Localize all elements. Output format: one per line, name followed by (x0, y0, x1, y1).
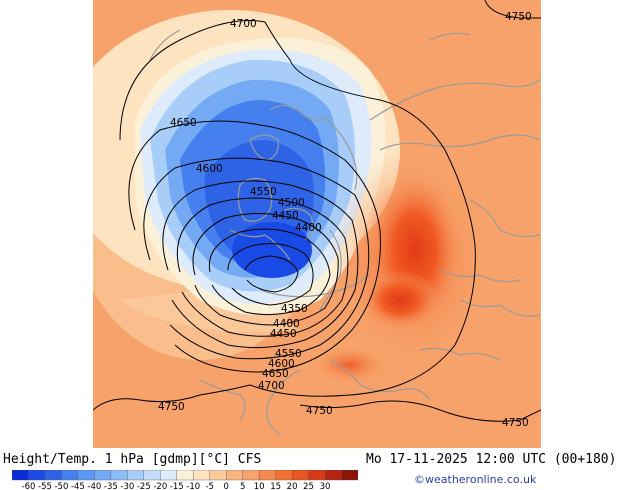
legend-swatch (28, 470, 46, 481)
legend-swatch (209, 470, 227, 481)
legend-swatches (12, 470, 358, 481)
contour-label-4500-c: 4500 (278, 197, 305, 209)
weather-map: 4750 4700 4650 4600 4550 4500 4450 4400 … (93, 0, 541, 448)
contour-label-4650-s: 4650 (262, 368, 289, 380)
legend-tick-label: -45 (71, 482, 85, 490)
legend-swatch (341, 470, 358, 481)
legend-tick-label: -15 (170, 482, 184, 490)
legend-swatch (44, 470, 63, 481)
legend-swatch (143, 470, 161, 481)
legend-tick-label: -30 (120, 482, 134, 490)
contour-label-4400-s: 4400 (273, 318, 300, 330)
coastlines (149, 29, 541, 436)
contour-label-4700-s: 4700 (258, 380, 285, 392)
legend-tick-label: -35 (104, 482, 118, 490)
legend-swatch (94, 470, 112, 481)
legend-swatch (12, 470, 30, 481)
contour-label-4450-c: 4450 (272, 210, 299, 222)
legend-swatch (275, 470, 293, 481)
legend-tick-label: -5 (205, 482, 213, 490)
legend-tick-label: 25 (303, 482, 314, 490)
height-contours (93, 0, 541, 422)
map-footer: Height/Temp. 1 hPa [gdmp][°C] CFS Mo 17-… (0, 448, 634, 490)
legend-tick-label: 0 (223, 482, 228, 490)
contour-labels: 4750 4700 4650 4600 4550 4500 4450 4400 … (158, 11, 532, 429)
legend-swatch (127, 470, 145, 481)
legend-tick-label: 30 (320, 482, 331, 490)
legend-tick-label: 15 (270, 482, 281, 490)
legend-swatch (258, 470, 277, 481)
legend-swatch (242, 470, 260, 481)
legend-tick-label: -60 (22, 482, 36, 490)
legend-labels: -60 -55 -50 -45 -40 -35 -30 -25 -20 -15 -10 -5 0 5 10 1… (22, 482, 331, 490)
contour-label-4750-ne: 4750 (505, 11, 532, 23)
legend-swatch (291, 470, 310, 481)
contour-label-4400-c: 4400 (295, 222, 322, 234)
legend-tick-label: -40 (87, 482, 101, 490)
legend-tick-label: 5 (240, 482, 245, 490)
legend-swatch (160, 470, 178, 481)
legend-swatch (308, 470, 326, 481)
contour-label-4350-s: 4350 (281, 303, 308, 315)
legend-tick-label: -55 (38, 482, 52, 490)
legend-swatch (61, 470, 79, 481)
contour-label-4650-w: 4650 (170, 117, 197, 129)
contour-label-4700-n: 4700 (230, 18, 257, 30)
color-legend: -60 -55 -50 -45 -40 -35 -30 -25 -20 -15 -10 -5 0 5 10 1… (12, 470, 358, 490)
legend-swatch (77, 470, 96, 481)
contour-label-4450-s: 4450 (270, 328, 297, 340)
legend-tick-label: -10 (186, 482, 200, 490)
map-title: Height/Temp. 1 hPa [gdmp][°C] CFS (3, 452, 262, 467)
legend-swatch (110, 470, 129, 481)
legend-swatch (225, 470, 244, 481)
contour-label-4750-sw: 4750 (158, 401, 185, 413)
legend-swatch (193, 470, 211, 481)
legend-swatch (324, 470, 343, 481)
temperature-field (93, 0, 541, 448)
credit-link[interactable]: ©weatheronline.co.uk (414, 473, 537, 486)
contour-label-4600-w: 4600 (196, 163, 223, 175)
contour-label-4750-s: 4750 (306, 405, 333, 417)
legend-tick-label: -50 (54, 482, 68, 490)
legend-tick-label: 10 (254, 482, 265, 490)
legend-swatch (176, 470, 194, 481)
contour-label-4600-s: 4600 (268, 358, 295, 370)
forecast-datetime: Mo 17-11-2025 12:00 UTC (00+180) (366, 452, 617, 467)
contour-label-4750-se: 4750 (502, 417, 529, 429)
legend-tick-label: -20 (153, 482, 167, 490)
legend-tick-label: -25 (137, 482, 151, 490)
contour-label-4550-c: 4550 (250, 186, 277, 198)
legend-tick-label: 20 (287, 482, 298, 490)
contour-label-4550-s: 4550 (275, 348, 302, 360)
